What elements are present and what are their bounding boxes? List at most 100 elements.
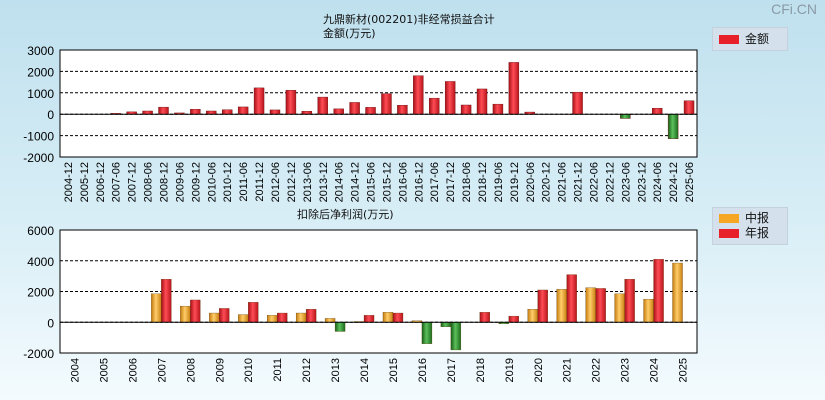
x-tick-label: 2008-12	[159, 162, 171, 202]
x-tick-label: 2025	[678, 358, 690, 382]
bar	[190, 109, 201, 115]
x-tick-label: 2020-12	[541, 162, 553, 202]
x-tick-label: 2016-12	[413, 162, 425, 202]
x-tick-label: 2024	[649, 358, 661, 382]
x-tick-label: 2006	[127, 358, 139, 382]
bar	[317, 96, 328, 115]
bar-interim	[209, 312, 220, 323]
x-tick-label: 2006-12	[95, 162, 107, 202]
watermark: CFi.CN	[771, 1, 817, 17]
x-tick-label: 2010	[243, 358, 255, 382]
x-tick-label: 2017-06	[429, 162, 441, 202]
x-tick-label: 2007-06	[111, 162, 123, 202]
y-tick-label: 2000	[27, 286, 54, 300]
x-tick-label: 2024-06	[652, 162, 664, 202]
y-tick-label: 2000	[27, 65, 54, 79]
chart2-title: 扣除后净利润(万元)	[297, 208, 394, 221]
chart1-title: 九鼎新材(002201)非经常损益合计	[323, 13, 495, 26]
x-tick-label: 2020	[533, 358, 545, 382]
plot-area	[59, 49, 698, 158]
bar	[444, 81, 456, 115]
bar	[333, 108, 344, 115]
legend-label-annual: 年报	[745, 226, 770, 240]
x-tick-label: 2021-06	[557, 162, 569, 202]
bar	[365, 107, 376, 115]
y-tick-label: 1000	[27, 87, 54, 101]
x-tick-label: 2009-12	[190, 162, 202, 202]
bar	[508, 62, 520, 115]
x-tick-label: 2013	[330, 358, 342, 382]
bar-annual	[219, 308, 230, 323]
bar-annual	[566, 274, 577, 323]
bar-annual	[363, 315, 375, 323]
x-tick-label: 2020-06	[525, 162, 537, 202]
bar-annual	[595, 288, 606, 323]
bar	[349, 102, 360, 115]
x-tick-label: 2022-12	[604, 162, 616, 202]
bar-interim	[267, 315, 278, 323]
x-tick-label: 2005-12	[79, 162, 91, 202]
bar-interim	[614, 293, 625, 323]
x-tick-label: 2018	[475, 358, 487, 382]
x-tick-label: 2022-06	[588, 162, 600, 202]
chart1-subtitle: 金额(万元)	[323, 27, 376, 40]
bar-interim	[324, 318, 336, 323]
x-tick-label: 2010-12	[222, 162, 234, 202]
bar-interim	[556, 289, 567, 323]
bar	[158, 106, 169, 115]
bar	[429, 97, 440, 115]
x-tick-label: 2021	[562, 358, 574, 382]
bar-interim	[672, 262, 683, 323]
bar	[667, 113, 679, 140]
bar	[492, 103, 504, 115]
bar-interim	[180, 305, 191, 323]
x-tick-label: 2011-12	[254, 162, 266, 202]
x-tick-label: 2014	[359, 358, 371, 382]
bar	[651, 108, 663, 115]
legend-swatch-amount	[719, 35, 739, 44]
x-tick-label: 2014-06	[334, 162, 346, 202]
bar	[413, 75, 424, 115]
bar-annual	[277, 312, 288, 323]
x-tick-label: 2007-12	[127, 162, 139, 202]
x-tick-label: 2016-06	[397, 162, 409, 202]
x-tick-label: 2023-12	[636, 162, 648, 202]
bar-interim	[295, 312, 307, 323]
bar	[572, 91, 583, 115]
x-tick-label: 2012-12	[286, 162, 298, 202]
bar-interim	[151, 293, 162, 323]
bar	[620, 113, 631, 119]
bar-annual	[508, 315, 519, 323]
y-tick-label: -2000	[23, 347, 54, 361]
bar-annual	[624, 279, 635, 323]
y-tick-label: 3000	[27, 44, 54, 58]
x-tick-label: 2012	[301, 358, 313, 382]
x-tick-label: 2011	[272, 358, 284, 382]
chart2-legend: 中报 年报	[712, 207, 788, 245]
bar	[237, 106, 249, 115]
bar-interim	[585, 287, 596, 323]
bar-annual	[161, 279, 172, 323]
bar-interim	[440, 322, 452, 328]
y-tick-label: 0	[47, 108, 54, 122]
bar	[222, 109, 233, 115]
x-tick-label: 2018-06	[461, 162, 473, 202]
x-tick-label: 2009-06	[174, 162, 186, 202]
legend-label-amount: 金额	[745, 32, 770, 46]
x-tick-label: 2013-06	[302, 162, 314, 202]
x-tick-label: 2004	[69, 358, 81, 382]
x-tick-label: 2012-06	[270, 162, 282, 202]
y-tick-label: -2000	[23, 151, 54, 165]
x-tick-label: 2005	[98, 358, 110, 382]
bar	[269, 109, 281, 115]
legend-item-interim: 中报	[719, 211, 769, 225]
x-tick-label: 2016	[417, 358, 429, 382]
bar-interim	[643, 299, 654, 323]
legend-item-amount: 金额	[719, 32, 769, 46]
bar	[476, 88, 488, 115]
bar	[253, 87, 265, 115]
x-tick-label: 2008-06	[143, 162, 155, 202]
x-tick-label: 2019-12	[509, 162, 521, 202]
x-tick-label: 2017-12	[445, 162, 457, 202]
